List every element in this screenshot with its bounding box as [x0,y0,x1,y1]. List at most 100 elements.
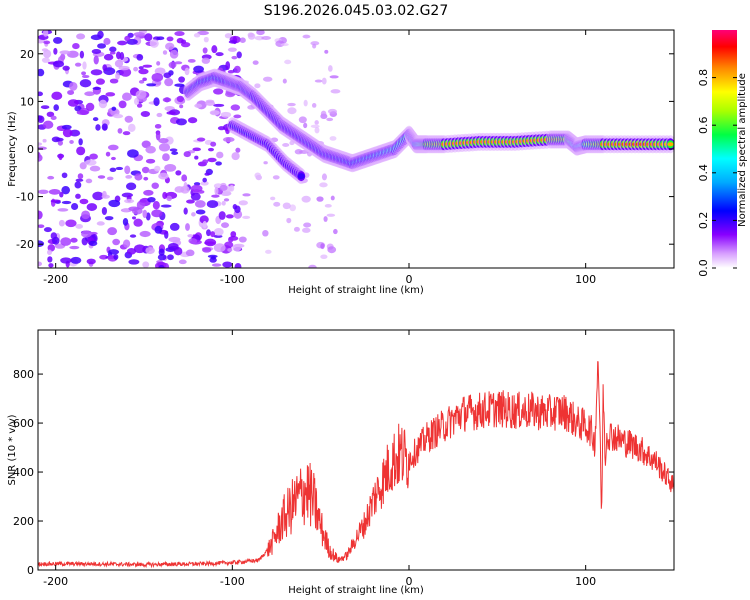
noise-blob [147,196,156,203]
noise-blob [41,57,50,63]
noise-blob [57,140,64,146]
noise-blob [233,114,242,119]
noise-blob [122,208,130,213]
x-tick-label: 100 [575,575,596,588]
noise-blob [326,117,334,122]
noise-blob [74,105,82,112]
noise-blob [145,158,156,164]
colorbar-tick-label: 0.6 [697,116,710,134]
noise-blob [308,264,317,268]
noise-blob [193,65,204,73]
noise-blob [206,200,219,209]
noise-blob [77,173,84,180]
noise-blob [320,110,327,117]
noise-blob [234,263,242,268]
noise-blob [158,265,165,268]
noise-blob [186,199,195,204]
noise-blob [105,92,116,97]
noise-blob [84,159,97,166]
noise-blob [91,48,102,54]
noise-blob [43,40,51,45]
noise-blob [310,124,320,129]
noise-blob [327,108,338,114]
noise-blob [282,202,291,210]
noise-blob [302,227,311,233]
noise-blob [320,243,325,250]
noise-blob [42,120,54,129]
noise-blob [75,193,81,199]
noise-blob [165,136,174,145]
noise-blob [221,200,226,206]
noise-blob [154,81,162,86]
noise-blob [38,261,43,267]
noise-blob [134,173,143,181]
spectrogram-y-label: Frequency (Hz) [7,111,18,187]
noise-blob [163,72,172,79]
noise-blob [141,140,151,149]
noise-blob [199,215,209,224]
noise-blob [141,166,150,174]
noise-blob [133,32,146,37]
noise-blob [213,103,225,107]
snr-y-label: SNR (10 * v/v) [7,414,18,485]
noise-blob [38,154,43,162]
chart-title: S196.2026.045.03.02.G27 [264,3,449,19]
ridge-core [298,175,305,178]
noise-blob [326,213,336,217]
noise-blob [293,226,300,232]
noise-blob [197,30,209,36]
noise-blob [225,214,234,219]
noise-blob [152,201,160,210]
noise-blob [119,68,132,77]
noise-blob [47,249,53,256]
noise-blob [203,36,209,43]
noise-blob [139,199,147,203]
noise-blob [103,37,111,45]
noise-blob [169,222,180,231]
noise-blob [53,47,58,55]
noise-blob [69,140,74,144]
noise-blob [165,42,175,51]
noise-blob [238,236,247,243]
noise-blob [156,61,161,66]
noise-blob [61,124,72,130]
noise-blob [330,89,341,94]
noise-blob [272,175,280,180]
noise-blob [330,195,335,201]
noise-blob [62,128,73,138]
snr-plot-area [38,330,674,570]
noise-blob [228,40,238,44]
noise-blob [61,200,72,205]
noise-blob [107,144,119,151]
noise-blob [312,43,317,49]
colorbar-label: Normalized spectral amplitude [737,73,748,227]
snr-frame [37,329,675,571]
noise-blob [187,117,198,124]
noise-blob [75,224,84,229]
x-tick-label: 0 [406,273,413,286]
noise-blob [48,263,54,268]
noise-blob [262,229,269,237]
noise-blob [142,64,153,68]
noise-blob [102,190,107,198]
noise-blob [194,155,199,160]
noise-blob [227,47,237,52]
snr-x-axis: -200 -100 0 100 [43,330,596,588]
noise-blob [324,204,332,208]
spectrogram-ridge-layer [183,68,674,185]
snr-line-layer [38,361,674,569]
colorbar-tick-label: 0.2 [697,212,710,230]
noise-blob [202,177,207,183]
snr-series-line [38,361,674,569]
noise-blob [43,49,52,59]
noise-blob [174,61,183,65]
noise-blob [59,191,64,198]
noise-blob [127,123,136,132]
noise-blob [115,72,120,80]
noise-blob [303,122,308,129]
noise-blob [53,104,59,112]
noise-blob [191,212,196,217]
noise-blob [230,231,237,238]
noise-blob [158,137,169,144]
noise-blob [126,248,137,255]
